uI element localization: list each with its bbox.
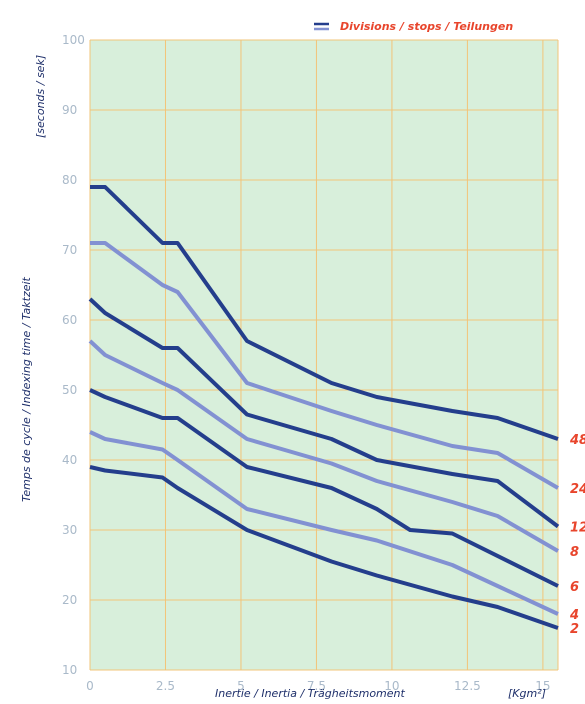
plot-background [90, 40, 558, 670]
legend: Divisions / stops / Teilungen [314, 20, 513, 33]
y-tick-label: 10 [62, 663, 77, 677]
series-line-4 [89, 430, 559, 616]
y-tick-label: 90 [62, 103, 77, 117]
series-label-24: 24 [570, 482, 585, 497]
series-label-4: 4 [569, 608, 579, 623]
x-tick-label: 10 [384, 679, 399, 693]
y-tick-label: 80 [62, 173, 77, 187]
series-label-2: 2 [570, 622, 579, 637]
x-tick-label: 2.5 [156, 679, 175, 693]
series-line-12 [88, 297, 560, 529]
series-line-24 [90, 241, 560, 490]
y-tick-label: 50 [62, 383, 77, 397]
x-tick-label: 7.5 [307, 679, 326, 693]
series-labels: 48 24 12 8 6 42 [569, 433, 585, 637]
y-tick-label: 30 [62, 523, 77, 537]
series-label-8: 8 [570, 545, 579, 560]
y-tick-label: 60 [62, 313, 77, 327]
legend-text: Divisions / stops / Teilungen [340, 20, 513, 33]
series-line-2 [89, 465, 559, 630]
x-axis-unit: [Kgm²] [508, 687, 546, 700]
x-tick-label: 5 [237, 679, 245, 693]
x-tick-label: 15 [535, 679, 550, 693]
series-label-6: 6 [570, 580, 579, 595]
series-line-48 [90, 185, 559, 441]
series-label-12: 12 [570, 521, 585, 536]
x-tick-label: 12.5 [454, 679, 481, 693]
y-tick-label: 20 [62, 593, 77, 607]
x-axis-label: Inertie / Inertia / Trägheitsmoment [215, 687, 406, 700]
x-tick-labels: 0 2.5 5 7.5 10 12.5 15 [86, 679, 550, 693]
x-tick-label: 0 [86, 679, 94, 693]
y-tick-label: 70 [62, 243, 77, 257]
series-line-6 [89, 388, 559, 588]
series-line-8 [88, 339, 560, 553]
y-axis-label: Temps de cycle / Indexing time / Taktzei… [20, 276, 33, 502]
y-tick-label: 40 [62, 453, 77, 467]
y-axis-unit: [seconds / sek] [34, 55, 47, 138]
y-tick-label: 100 [62, 33, 85, 47]
series-lines [88, 185, 560, 630]
y-tick-labels: 10 20 30 40 50 60 70 80 90 100 [62, 33, 85, 677]
grid [89, 39, 559, 671]
series-label-48: 48 [569, 433, 585, 448]
